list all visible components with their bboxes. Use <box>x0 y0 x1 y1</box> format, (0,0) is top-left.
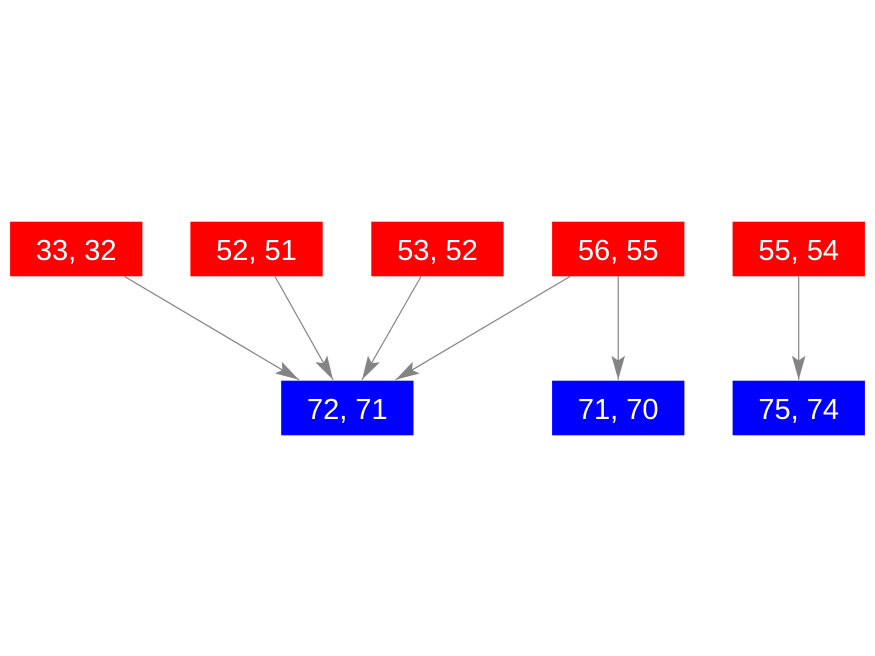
svg-text:75, 74: 75, 74 <box>758 394 839 426</box>
svg-text:52, 51: 52, 51 <box>216 235 297 267</box>
svg-text:56, 55: 56, 55 <box>578 235 659 267</box>
svg-text:53, 52: 53, 52 <box>397 235 478 267</box>
svg-text:33, 32: 33, 32 <box>36 235 117 267</box>
svg-text:71, 70: 71, 70 <box>578 394 659 426</box>
svg-text:72, 71: 72, 71 <box>307 394 388 426</box>
svg-text:55, 54: 55, 54 <box>758 235 839 267</box>
